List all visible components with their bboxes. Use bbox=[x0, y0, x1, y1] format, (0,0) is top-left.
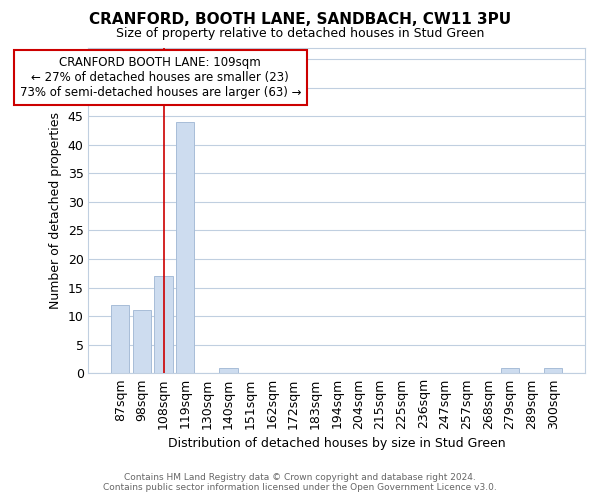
Text: Size of property relative to detached houses in Stud Green: Size of property relative to detached ho… bbox=[116, 28, 484, 40]
Bar bbox=[501, 368, 519, 374]
Bar bbox=[544, 368, 562, 374]
Bar bbox=[111, 304, 130, 374]
Bar bbox=[154, 276, 173, 374]
Text: CRANFORD BOOTH LANE: 109sqm
← 27% of detached houses are smaller (23)
73% of sem: CRANFORD BOOTH LANE: 109sqm ← 27% of det… bbox=[20, 56, 301, 99]
Text: CRANFORD, BOOTH LANE, SANDBACH, CW11 3PU: CRANFORD, BOOTH LANE, SANDBACH, CW11 3PU bbox=[89, 12, 511, 28]
Bar bbox=[220, 368, 238, 374]
Bar bbox=[176, 122, 194, 374]
Text: Contains HM Land Registry data © Crown copyright and database right 2024.
Contai: Contains HM Land Registry data © Crown c… bbox=[103, 473, 497, 492]
X-axis label: Distribution of detached houses by size in Stud Green: Distribution of detached houses by size … bbox=[168, 437, 506, 450]
Bar bbox=[133, 310, 151, 374]
Y-axis label: Number of detached properties: Number of detached properties bbox=[49, 112, 62, 309]
